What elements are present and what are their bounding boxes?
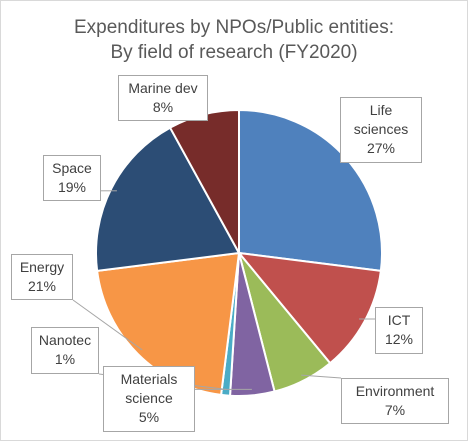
chart-title: Expenditures by NPOs/Public entities: By… (1, 15, 467, 65)
data-label-energy: Energy 21% (11, 254, 73, 300)
label-line: Space (52, 160, 92, 176)
label-percent: 8% (152, 99, 174, 115)
label-line: Energy (19, 259, 65, 275)
data-label-materials-science: Materials science 5% (103, 366, 195, 432)
label-line: ICT (387, 312, 411, 328)
label-percent: 19% (57, 179, 87, 195)
label-line: sciences (353, 121, 409, 137)
label-line: science (125, 390, 173, 406)
chart-title-line-1: Expenditures by NPOs/Public entities: (74, 17, 394, 38)
pie-slice-space (95, 126, 241, 273)
leader-line-environment (301, 374, 342, 379)
label-percent: 7% (384, 402, 406, 418)
label-percent: 27% (366, 140, 396, 156)
pie-slice-ict (236, 251, 382, 365)
data-label-ict: ICT 12% (375, 307, 423, 354)
label-line: Nanotec (38, 332, 92, 348)
label-percent: 21% (27, 278, 57, 294)
label-percent: 5% (138, 409, 160, 425)
leader-line-energy (72, 299, 143, 351)
data-label-environment: Environment 7% (341, 378, 449, 424)
label-line: Life (369, 102, 393, 118)
data-label-nanotec: Nanotec 1% (31, 327, 99, 374)
data-label-marine-dev: Marine dev 8% (118, 75, 208, 121)
label-percent: 1% (54, 351, 76, 367)
data-label-life-sciences: Life sciences 27% (340, 97, 422, 163)
pie-slice-energy (96, 251, 241, 396)
data-label-space: Space 19% (43, 155, 101, 201)
label-line: Marine dev (128, 80, 198, 96)
label-percent: 12% (384, 331, 414, 347)
chart-title-line-2: By field of research (FY2020) (110, 42, 358, 63)
label-line: Environment (355, 383, 435, 399)
label-line: Materials (120, 371, 178, 387)
